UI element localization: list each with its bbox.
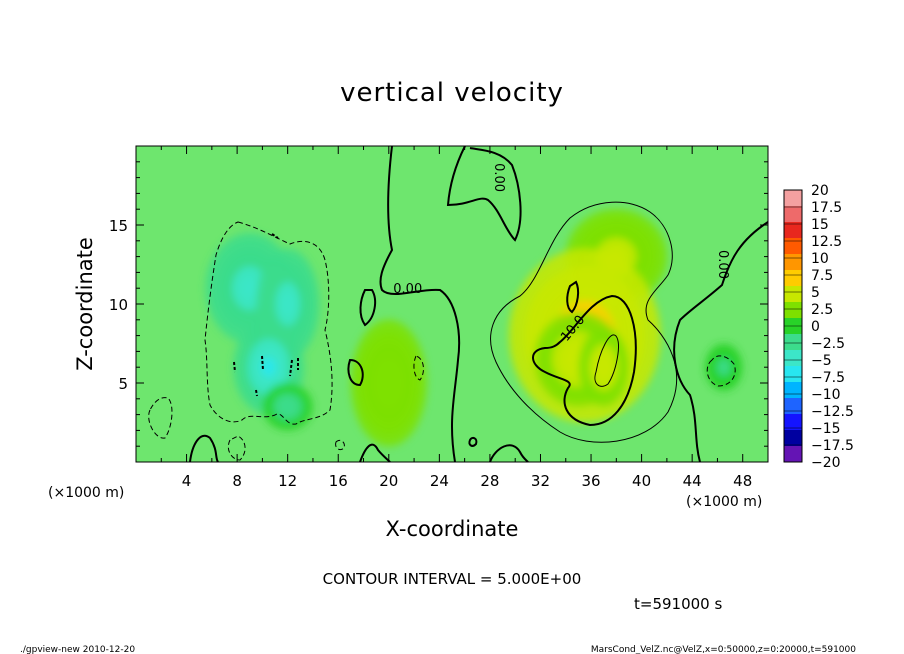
colorbar-label: 17.5	[811, 200, 842, 216]
negative-contour	[335, 439, 345, 451]
colorbar-band	[784, 286, 802, 302]
field-blob	[281, 292, 294, 316]
contour-layer	[148, 146, 768, 462]
colorbar-label: −12.5	[811, 404, 854, 420]
colorbar-label: 7.5	[811, 268, 833, 284]
field-blob	[261, 357, 276, 377]
field-blob	[381, 370, 397, 396]
colorbar-label: 2.5	[811, 302, 833, 318]
x-tick-label: 48	[733, 472, 752, 490]
y-axis: 5 10 15	[109, 161, 768, 447]
negative-contour	[204, 221, 333, 425]
negative-contour	[271, 233, 279, 239]
colorbar-band	[784, 254, 802, 270]
x-tick-label: 4	[182, 472, 192, 490]
colorbar-band	[784, 350, 802, 366]
colorbar-label: −17.5	[811, 438, 854, 454]
colorbar-label: 20	[811, 183, 829, 199]
zero-contour	[359, 443, 391, 462]
negative-contour	[233, 361, 236, 373]
zero-contour	[379, 146, 461, 462]
zero-contour	[673, 221, 768, 462]
colorbar-band	[784, 398, 802, 414]
colorbar-label: −10	[811, 387, 841, 403]
zero-contour	[468, 436, 478, 447]
negative-contour	[148, 397, 173, 439]
colorbar-band	[784, 302, 802, 318]
footer-left: ./gpview-new 2010-12-20	[20, 645, 135, 654]
colorbar-band	[784, 238, 802, 254]
colorbar-label: 12.5	[811, 234, 842, 250]
chart-title: vertical velocity	[340, 78, 564, 108]
zero-contour	[189, 434, 219, 462]
colorbar-band	[784, 414, 802, 430]
contour-5	[490, 201, 678, 443]
colorbar-band	[784, 206, 802, 222]
footer-right: MarsCond_VelZ.nc@VelZ,x=0:50000,z=0:2000…	[591, 645, 856, 654]
field-blob	[598, 359, 609, 376]
colorbar-band	[784, 270, 802, 286]
field-blob	[282, 401, 293, 412]
contour-label: 0.00	[393, 282, 422, 297]
x-axis-title: X-coordinate	[386, 517, 519, 541]
negative-contour	[289, 359, 293, 377]
x-tick-label: 12	[278, 472, 297, 490]
y-tick-label: 15	[109, 217, 128, 235]
x-unit-label-right: (×1000 m)	[686, 494, 762, 510]
y-tick-label: 5	[118, 375, 128, 393]
contour-label: 0.00	[715, 250, 730, 279]
contour-label: 0.00	[491, 163, 506, 192]
x-unit-label: (×1000 m)	[48, 485, 124, 501]
x-tick-label: 20	[379, 472, 398, 490]
colorbar-label: 15	[811, 217, 829, 233]
colorbar-band	[784, 190, 802, 206]
negative-contour	[227, 435, 246, 461]
colorbar-band	[784, 382, 802, 398]
x-tick-label: 36	[581, 472, 600, 490]
x-tick-label: 24	[430, 472, 449, 490]
colorbar-label: −5	[811, 353, 832, 369]
y-tick-label: 10	[109, 296, 128, 314]
contour-interval-text: CONTOUR INTERVAL = 5.000E+00	[323, 570, 582, 588]
colorbar-label: −15	[811, 421, 841, 437]
x-tick-label: 28	[480, 472, 499, 490]
colorbar: 2017.51512.5107.552.50−2.5−5−7.5−10−12.5…	[783, 183, 854, 471]
colorbar-band	[784, 430, 802, 446]
field-blob	[719, 362, 728, 372]
x-tick-label: 16	[329, 472, 348, 490]
zero-contour	[446, 146, 522, 242]
colorbar-label: −2.5	[811, 336, 845, 352]
x-tick-label: 32	[531, 472, 550, 490]
negative-contour	[706, 355, 736, 387]
colorbar-label: 5	[811, 285, 820, 301]
zero-contour	[359, 289, 377, 327]
x-tick-label: 40	[632, 472, 651, 490]
contour-10	[566, 280, 580, 314]
colorbar-band	[784, 366, 802, 382]
contour-15	[594, 334, 619, 387]
negative-contour	[261, 355, 264, 371]
zero-contour	[489, 444, 529, 462]
colorbar-band	[784, 446, 802, 462]
colorbar-band	[784, 222, 802, 238]
negative-contour	[255, 389, 258, 397]
colorbar-label: 0	[811, 319, 820, 335]
colorbar-label: 10	[811, 251, 829, 267]
zero-contour	[347, 358, 364, 387]
x-axis: 4 8 12 16 20 24 28 32 36 40 44 48	[160, 146, 752, 490]
y-axis-title: Z-coordinate	[73, 237, 97, 371]
field-blob	[240, 277, 259, 300]
negative-contour	[413, 355, 424, 381]
colorbar-label: −7.5	[811, 370, 845, 386]
x-tick-label: 44	[683, 472, 702, 490]
x-tick-label: 8	[232, 472, 242, 490]
time-text: t=591000 s	[634, 595, 722, 613]
colorbar-band	[784, 334, 802, 350]
colorbar-label: −20	[811, 455, 841, 471]
contour-10	[532, 294, 637, 427]
